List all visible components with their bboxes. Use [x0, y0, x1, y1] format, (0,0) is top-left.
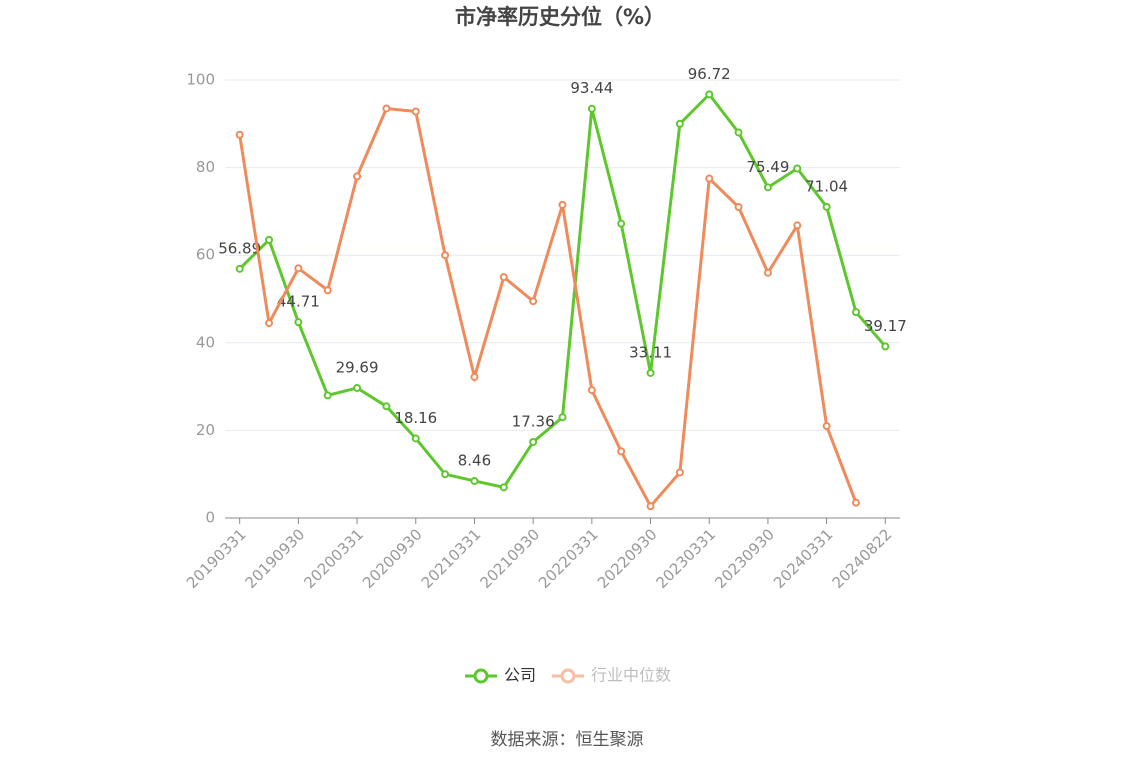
data-label: 56.89: [218, 239, 261, 257]
point: [763, 183, 772, 192]
x-tick-label: 20210930: [476, 525, 543, 592]
point: [529, 437, 538, 446]
x-tick-label: 20230331: [653, 525, 720, 592]
point: [734, 203, 743, 212]
point: [353, 172, 362, 181]
point: [235, 264, 244, 273]
point: [675, 119, 684, 128]
point: [822, 202, 831, 211]
point: [617, 447, 626, 456]
data-label: 33.11: [629, 343, 672, 361]
point: [382, 402, 391, 411]
legend-label: 行业中位数: [591, 666, 671, 685]
point: [734, 128, 743, 137]
point: [587, 386, 596, 395]
point: [646, 368, 655, 377]
y-tick-label: 60: [196, 246, 215, 264]
point: [323, 391, 332, 400]
point: [470, 476, 479, 485]
x-tick-label: 20220930: [594, 525, 661, 592]
data-label: 44.71: [277, 293, 320, 311]
x-tick-label: 20240331: [770, 525, 837, 592]
data-label: 75.49: [746, 158, 789, 176]
point: [441, 470, 450, 479]
point: [851, 498, 860, 507]
x-tick-label: 20210331: [418, 525, 485, 592]
data-label: 93.44: [570, 79, 613, 97]
point: [499, 483, 508, 492]
x-tick-label: 20190331: [183, 525, 250, 592]
point: [793, 221, 802, 230]
point: [587, 104, 596, 113]
point: [470, 372, 479, 381]
point: [881, 342, 890, 351]
x-tick-label: 20200331: [300, 525, 367, 592]
point: [441, 251, 450, 260]
point: [411, 107, 420, 116]
point: [705, 174, 714, 183]
point: [851, 308, 860, 317]
y-tick-label: 100: [186, 71, 215, 89]
data-label: 71.04: [805, 177, 848, 195]
x-tick-label: 20200930: [359, 525, 426, 592]
point: [499, 273, 508, 282]
legend-item[interactable]: 行业中位数: [552, 666, 671, 685]
data-label: 17.36: [512, 412, 555, 430]
legend-marker: [473, 668, 489, 684]
data-label: 18.16: [394, 409, 437, 427]
data-label: 8.46: [458, 451, 491, 469]
series-line: [238, 106, 858, 509]
point: [265, 319, 274, 328]
series-line: [238, 92, 887, 490]
point: [646, 502, 655, 511]
point: [558, 200, 567, 209]
point: [675, 468, 684, 477]
legend-marker: [560, 668, 576, 684]
x-tick-label: 20240822: [829, 525, 896, 592]
point: [558, 413, 567, 422]
point: [529, 297, 538, 306]
point: [353, 383, 362, 392]
point: [763, 268, 772, 277]
point: [294, 318, 303, 327]
point: [411, 434, 420, 443]
point: [617, 219, 626, 228]
point: [294, 264, 303, 273]
x-tick-label: 20190930: [242, 525, 309, 592]
point: [382, 104, 391, 113]
point: [235, 130, 244, 139]
legend-label: 公司: [504, 666, 536, 685]
source-note: 数据来源：恒生聚源: [491, 730, 644, 750]
y-tick-label: 80: [196, 158, 215, 176]
data-label: 29.69: [336, 358, 379, 376]
x-tick-label: 20220331: [535, 525, 602, 592]
point: [793, 164, 802, 173]
y-tick-label: 0: [205, 509, 215, 527]
data-label: 96.72: [688, 65, 731, 83]
point: [265, 235, 274, 244]
data-label: 39.17: [864, 317, 907, 335]
point: [323, 286, 332, 295]
x-tick-label: 20230930: [711, 525, 778, 592]
point: [705, 90, 714, 99]
chart-title: 市净率历史分位（%）: [455, 5, 665, 29]
y-tick-label: 40: [196, 333, 215, 351]
legend-item[interactable]: 公司: [465, 666, 536, 685]
y-tick-label: 20: [196, 421, 215, 439]
point: [822, 422, 831, 431]
